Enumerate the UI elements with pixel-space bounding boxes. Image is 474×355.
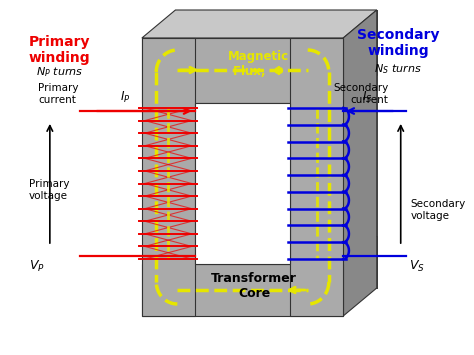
Text: $V_S$: $V_S$ [409, 259, 425, 274]
Polygon shape [195, 75, 324, 103]
Text: Secondary
winding: Secondary winding [356, 28, 439, 58]
Text: $N_S$ turns: $N_S$ turns [374, 62, 422, 76]
Polygon shape [142, 38, 195, 316]
Text: $V_P$: $V_P$ [28, 259, 45, 274]
Text: Primary
winding: Primary winding [28, 35, 90, 65]
Text: Primary
voltage: Primary voltage [29, 179, 69, 201]
Polygon shape [175, 236, 377, 288]
Polygon shape [324, 10, 377, 288]
Polygon shape [175, 10, 377, 75]
Polygon shape [142, 264, 343, 316]
Polygon shape [291, 38, 343, 316]
Text: Transformer
Core: Transformer Core [211, 272, 297, 300]
Text: Secondary
voltage: Secondary voltage [410, 199, 465, 221]
Text: Magnetic
Flux,  Φ: Magnetic Flux, Φ [228, 50, 290, 78]
Polygon shape [142, 38, 343, 103]
Polygon shape [175, 10, 228, 288]
Polygon shape [291, 75, 324, 264]
Polygon shape [142, 10, 377, 38]
Text: $N_P$ turns: $N_P$ turns [36, 65, 83, 79]
Text: Secondary
current: Secondary current [333, 83, 388, 105]
Polygon shape [343, 10, 377, 316]
Bar [195, 103, 291, 264]
Text: $I_P$: $I_P$ [120, 90, 131, 105]
Text: $I_S$: $I_S$ [362, 90, 372, 105]
Text: Primary
current: Primary current [38, 83, 79, 105]
